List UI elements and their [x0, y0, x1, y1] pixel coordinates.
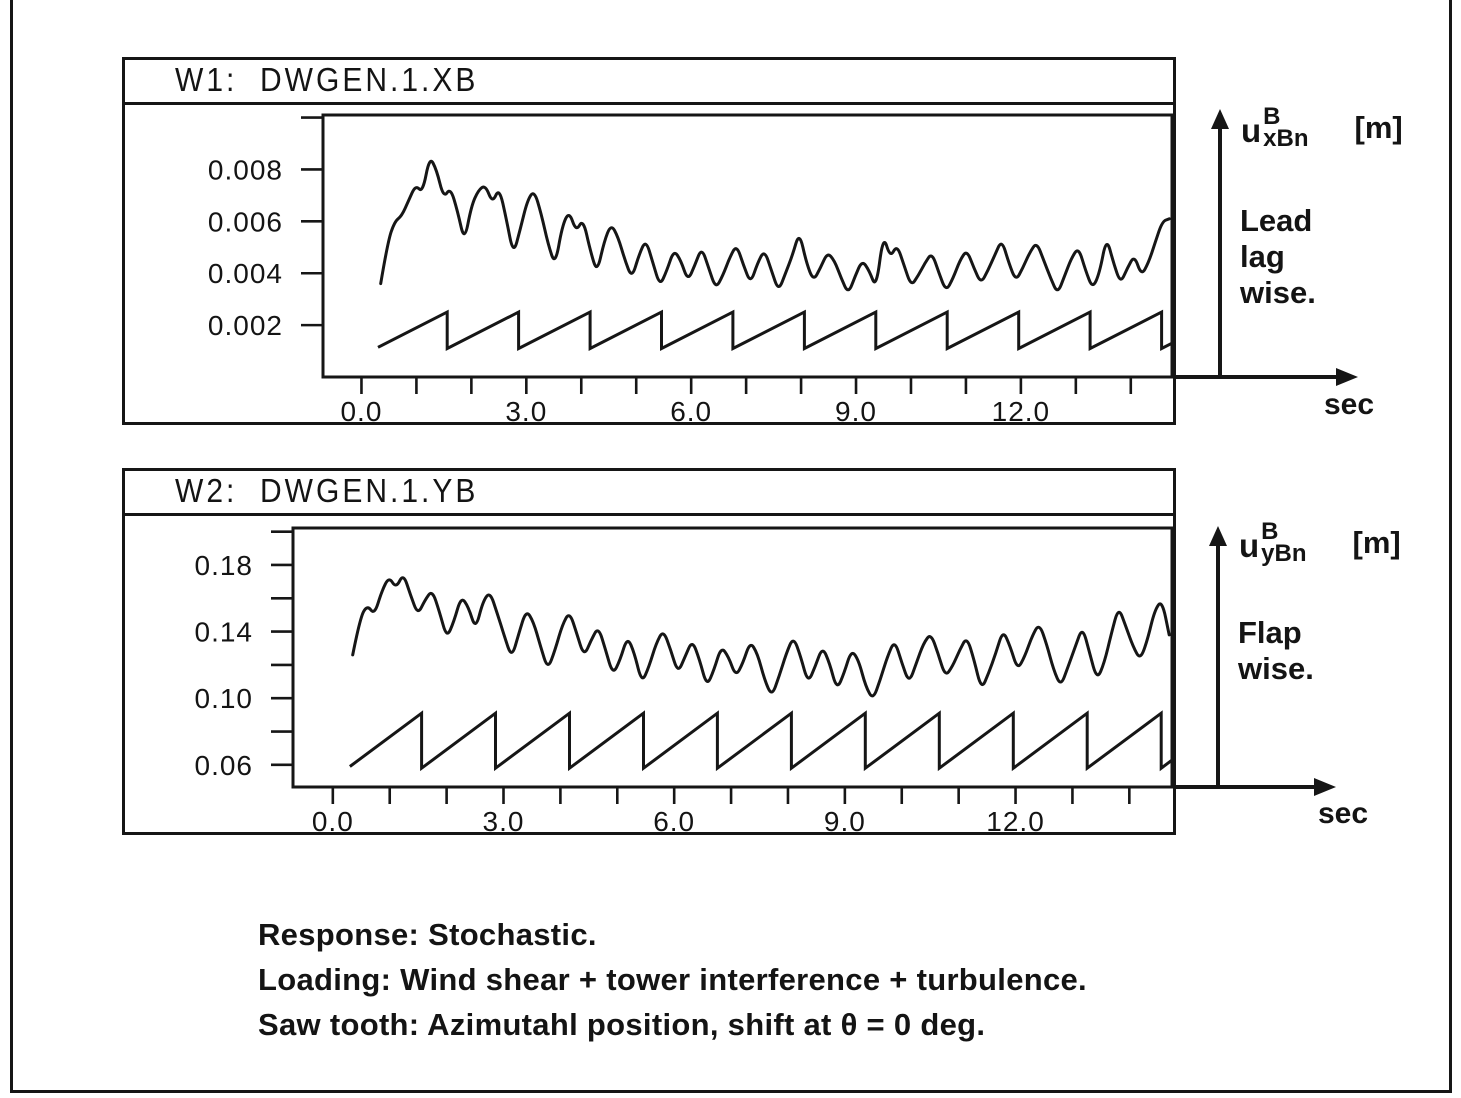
flap-wise-chart: 0.18 0.14 0.10 0.06 0.0 3.0 6.0 9.0 12.0 [195, 526, 1173, 832]
x-tick-label: 6.0 [653, 806, 695, 832]
page-border-frame [10, 0, 1452, 1093]
x-tick-label: 0.0 [340, 396, 382, 422]
x-tick-label: 3.0 [483, 806, 525, 832]
x-tick-label: 9.0 [835, 396, 877, 422]
symbol-superscript: B [1261, 518, 1279, 545]
plot-window-w1: W1: DWGEN.1.XB 0.008 0.006 0.004 0.002 0.0 3.… [122, 57, 1176, 425]
x-tick-label: 3.0 [505, 396, 547, 422]
y-tick-label: 0.004 [208, 258, 283, 289]
symbol-superscript: B [1263, 103, 1281, 130]
window-title: W2: DWGEN.1.YB [175, 472, 479, 510]
caption-line-loading: Loading: Wind shear + tower interference… [258, 962, 1087, 997]
figure-caption: Response: Stochastic. Loading: Wind shea… [258, 912, 1087, 1047]
x-tick-label: 12.0 [992, 396, 1051, 422]
x-axis-arrowhead-icon [1314, 778, 1336, 796]
y-tick-label: 0.006 [208, 206, 283, 237]
y-axis-arrow-icon [1216, 545, 1220, 787]
y-tick-label: 0.14 [195, 617, 254, 648]
symbol-unit: [m] [1354, 110, 1403, 145]
x-axis-unit-label: sec [1318, 797, 1369, 830]
x-tick-label: 6.0 [670, 396, 712, 422]
window-title: W1: DWGEN.1.XB [175, 61, 479, 99]
x-tick-label: 12.0 [986, 806, 1045, 832]
y-axis-arrowhead-icon [1211, 109, 1229, 129]
response-curve [351, 576, 1171, 698]
symbol-subscript: xBn [1263, 125, 1309, 152]
direction-label: Flap wise. [1238, 615, 1314, 686]
x-axis-arrow-icon [1176, 375, 1336, 379]
lead-lag-chart: 0.008 0.006 0.004 0.002 0.0 3.0 6.0 9.0 12.0 [208, 113, 1173, 422]
y-axis-symbol: u B xBn [m] [1241, 103, 1403, 152]
plot-frame [321, 113, 1173, 379]
x-tick-label: 0.0 [312, 806, 354, 832]
caption-line-response: Response: Stochastic. [258, 917, 597, 952]
response-curve [379, 159, 1171, 292]
symbol-stack: B xBn [1263, 103, 1309, 152]
y-tick-label: 0.008 [208, 154, 283, 185]
y-tick-label: 0.18 [195, 550, 254, 581]
window-titlebar: W1: DWGEN.1.XB [125, 60, 1173, 105]
x-axis-arrowhead-icon [1336, 368, 1358, 386]
y-axis-arrowhead-icon [1209, 526, 1227, 546]
caption-line-sawtooth: Saw tooth: Azimutahl position, shift at … [258, 1007, 986, 1042]
symbol-base: u [1241, 112, 1262, 149]
x-tick-label: 9.0 [824, 806, 866, 832]
symbol-unit: [m] [1352, 525, 1401, 560]
window-titlebar: W2: DWGEN.1.YB [125, 471, 1173, 516]
y-tick-label: 0.06 [195, 750, 254, 781]
symbol-stack: B yBn [1261, 518, 1307, 567]
x-axis-arrow-icon [1176, 785, 1314, 789]
symbol-base: u [1239, 527, 1260, 564]
y-axis-symbol: u B yBn [m] [1239, 518, 1401, 567]
y-tick-label: 0.10 [195, 683, 254, 714]
y-axis-arrow-icon [1218, 128, 1222, 377]
x-axis-unit-label: sec [1324, 388, 1375, 421]
sawtooth-curve [377, 309, 1172, 351]
plot-frame [291, 526, 1173, 789]
direction-label: Lead lag wise. [1240, 203, 1316, 310]
symbol-subscript: yBn [1261, 540, 1307, 567]
plot-window-w2: W2: DWGEN.1.YB 0.18 0.14 0.10 0.06 0.0 3.0 6.0… [122, 468, 1176, 835]
sawtooth-curve [349, 710, 1172, 772]
y-tick-label: 0.002 [208, 310, 283, 341]
